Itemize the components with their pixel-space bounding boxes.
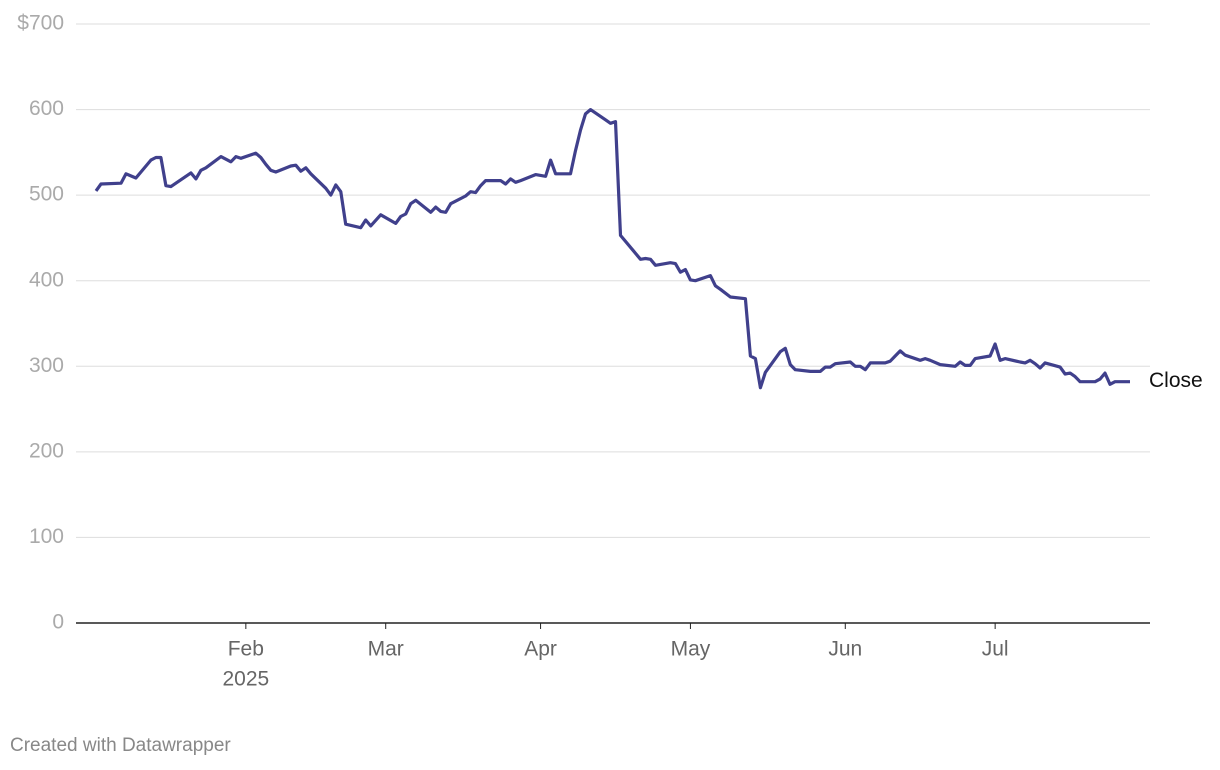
y-tick-label: 400 bbox=[29, 268, 64, 291]
y-tick-label: 200 bbox=[29, 439, 64, 462]
y-tick-label: 0 bbox=[52, 611, 64, 634]
x-tick-label: May bbox=[671, 638, 711, 661]
y-tick-label: 300 bbox=[29, 354, 64, 377]
y-tick-label: 600 bbox=[29, 97, 64, 120]
y-tick-label: 500 bbox=[29, 183, 64, 206]
series-label: Close bbox=[1149, 369, 1203, 392]
x-tick-label: Mar bbox=[368, 638, 404, 661]
y-tick-label: 100 bbox=[29, 525, 64, 548]
y-tick-label: $700 bbox=[17, 12, 64, 35]
x-tick-label: Apr bbox=[524, 638, 557, 661]
credit: Created with Datawrapper bbox=[10, 735, 231, 756]
x-tick-label: Jun bbox=[828, 638, 862, 661]
x-tick-label: Jul bbox=[982, 638, 1009, 661]
x-tick-label: Feb bbox=[228, 638, 264, 661]
line bbox=[94, 108, 1130, 390]
x-year-label: 2025 bbox=[222, 668, 269, 691]
